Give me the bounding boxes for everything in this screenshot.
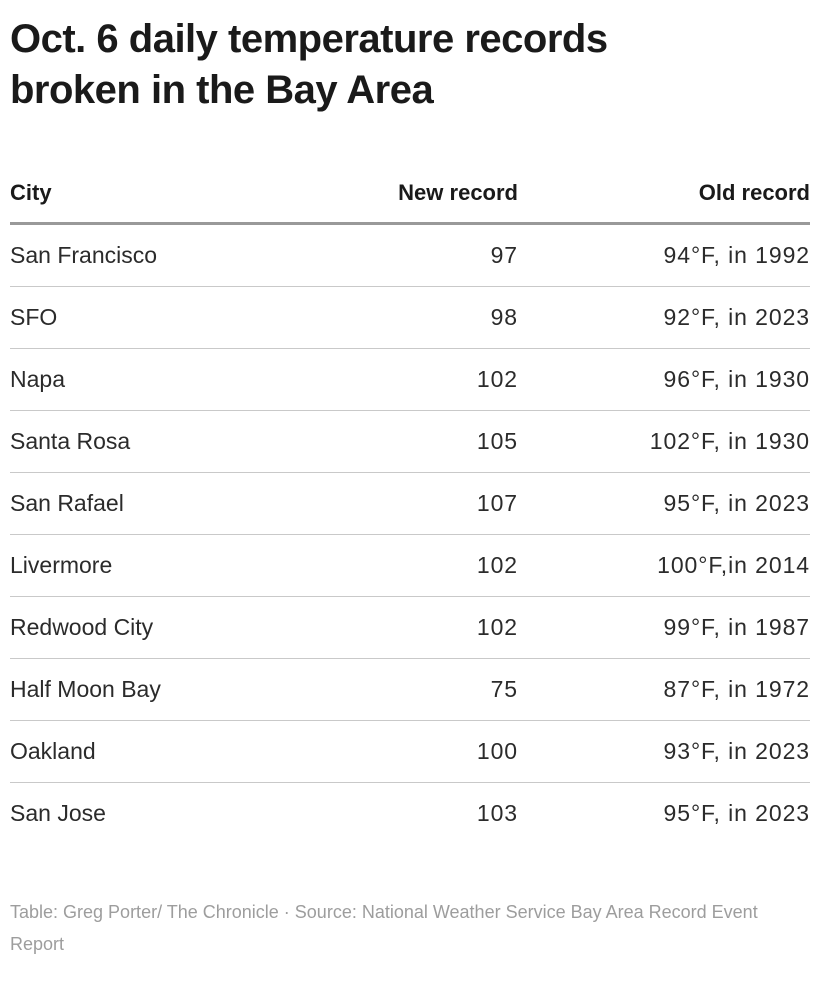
page-title: Oct. 6 daily temperature records broken … xyxy=(10,17,608,112)
table-row: San Jose 103 95°F, in 2023 xyxy=(10,783,810,845)
city-cell: Oakland xyxy=(10,720,310,783)
column-header-city: City xyxy=(10,180,310,225)
city-cell: San Rafael xyxy=(10,472,310,535)
city-cell: Livermore xyxy=(10,534,310,597)
table-row: Redwood City 102 99°F, in 1987 xyxy=(10,596,810,659)
old-record-cell: 99°F, in 1987 xyxy=(518,596,810,659)
old-record-cell: 95°F, in 2023 xyxy=(663,800,810,826)
city-cell: SFO xyxy=(10,286,310,349)
city-cell: Half Moon Bay xyxy=(10,658,310,721)
table-row: Santa Rosa 105 102°F, in 1930 xyxy=(10,410,810,473)
city-cell: San Francisco xyxy=(10,223,310,287)
table-body: San Francisco 97 94°F, in 1992 SFO 98 92°F, i… xyxy=(10,223,810,845)
table-row: Livermore 102 100°F,in 2014 xyxy=(10,534,810,597)
table-row: Half Moon Bay 75 87°F, in 1972 xyxy=(10,658,810,721)
city-cell: Napa xyxy=(10,348,310,411)
old-record-cell: 93°F, in 2023 xyxy=(518,720,810,783)
old-record-cell: 100°F,in 2014 xyxy=(518,534,810,597)
old-record-cell: 94°F, in 1992 xyxy=(518,223,810,287)
header-row: City New record Old record xyxy=(10,180,810,225)
column-header-old-record: Old record xyxy=(518,180,810,225)
new-record-cell: 102 xyxy=(310,596,518,659)
new-record-cell: 75 xyxy=(310,658,518,721)
old-record-cell: 95°F, in 2023 xyxy=(518,472,810,535)
city-cell: Santa Rosa xyxy=(10,410,310,473)
new-record-cell: 97 xyxy=(310,223,518,287)
table-header: City New record Old record xyxy=(10,180,810,225)
city-cell: Redwood City xyxy=(10,596,310,659)
new-record-cell: 100 xyxy=(310,720,518,783)
new-record-cell: 98 xyxy=(310,286,518,349)
table-row: Oakland 100 93°F, in 2023 xyxy=(10,720,810,783)
old-record-cell: 102°F, in 1930 xyxy=(518,410,810,473)
new-record-cell: 103 xyxy=(476,800,518,826)
column-header-new-record: New record xyxy=(310,180,518,225)
city-cell: San Jose xyxy=(10,800,106,826)
table-row: SFO 98 92°F, in 2023 xyxy=(10,286,810,349)
new-record-cell: 107 xyxy=(310,472,518,535)
old-record-cell: 87°F, in 1972 xyxy=(518,658,810,721)
table-row: San Rafael 107 95°F, in 2023 xyxy=(10,472,810,535)
new-record-cell: 105 xyxy=(310,410,518,473)
records-table: City New record Old record San Francisco… xyxy=(10,180,810,844)
attribution-footer: Table: Greg Porter/ The Chronicle · Sour… xyxy=(10,902,758,954)
table-row: Napa 102 96°F, in 1930 xyxy=(10,348,810,411)
table-row: San Francisco 97 94°F, in 1992 xyxy=(10,223,810,287)
new-record-cell: 102 xyxy=(310,348,518,411)
new-record-cell: 102 xyxy=(310,534,518,597)
old-record-cell: 92°F, in 2023 xyxy=(518,286,810,349)
old-record-cell: 96°F, in 1930 xyxy=(518,348,810,411)
